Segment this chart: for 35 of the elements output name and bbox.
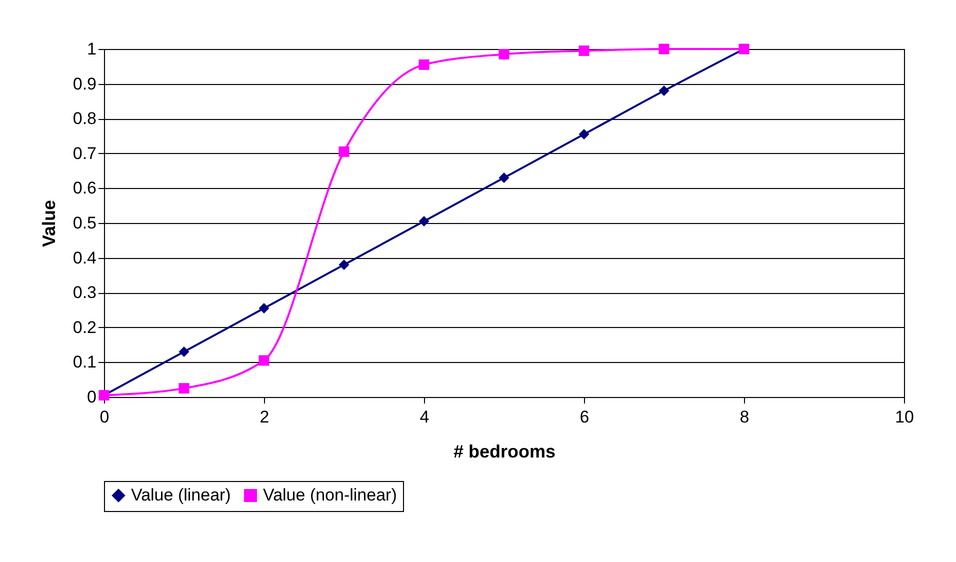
y-tick-label: 0.4 <box>72 248 96 268</box>
point <box>178 346 190 358</box>
y-tick-label: 0.9 <box>72 74 96 94</box>
point <box>578 129 590 140</box>
x-tick-label: 8 <box>740 408 750 426</box>
point <box>178 383 190 394</box>
y-tick-label: 0.2 <box>72 318 96 337</box>
point <box>578 45 590 56</box>
y-tick-label: 0.7 <box>72 144 96 163</box>
point <box>338 146 350 157</box>
y-tick-label: 0 <box>87 388 96 406</box>
legend-label: Value (non-linear) <box>263 486 397 505</box>
point <box>658 86 670 96</box>
point <box>498 172 510 184</box>
x-tick-label: 2 <box>260 408 270 426</box>
y-tick-label: 1 <box>87 40 96 58</box>
point <box>258 303 270 314</box>
y-tick-label: 0.8 <box>72 109 96 128</box>
legend-label: Value (linear) <box>131 486 231 505</box>
point <box>418 216 430 227</box>
y-axis-title: Value <box>38 200 59 248</box>
y-tick-label: 0.1 <box>72 352 96 372</box>
point <box>338 260 350 270</box>
x-tick-label: 6 <box>580 408 590 426</box>
point <box>258 355 270 366</box>
point <box>418 59 430 70</box>
point <box>658 44 670 54</box>
x-tick-label: 0 <box>100 408 110 426</box>
y-tick-label: 0.6 <box>72 178 96 198</box>
point <box>498 48 510 60</box>
y-tick-label: 0.5 <box>72 214 96 232</box>
x-tick-label: 4 <box>420 408 430 426</box>
y-tick-label: 0.3 <box>72 283 96 302</box>
x-axis-title: # bedrooms <box>453 442 556 462</box>
x-tick-label: 10 <box>895 408 914 426</box>
